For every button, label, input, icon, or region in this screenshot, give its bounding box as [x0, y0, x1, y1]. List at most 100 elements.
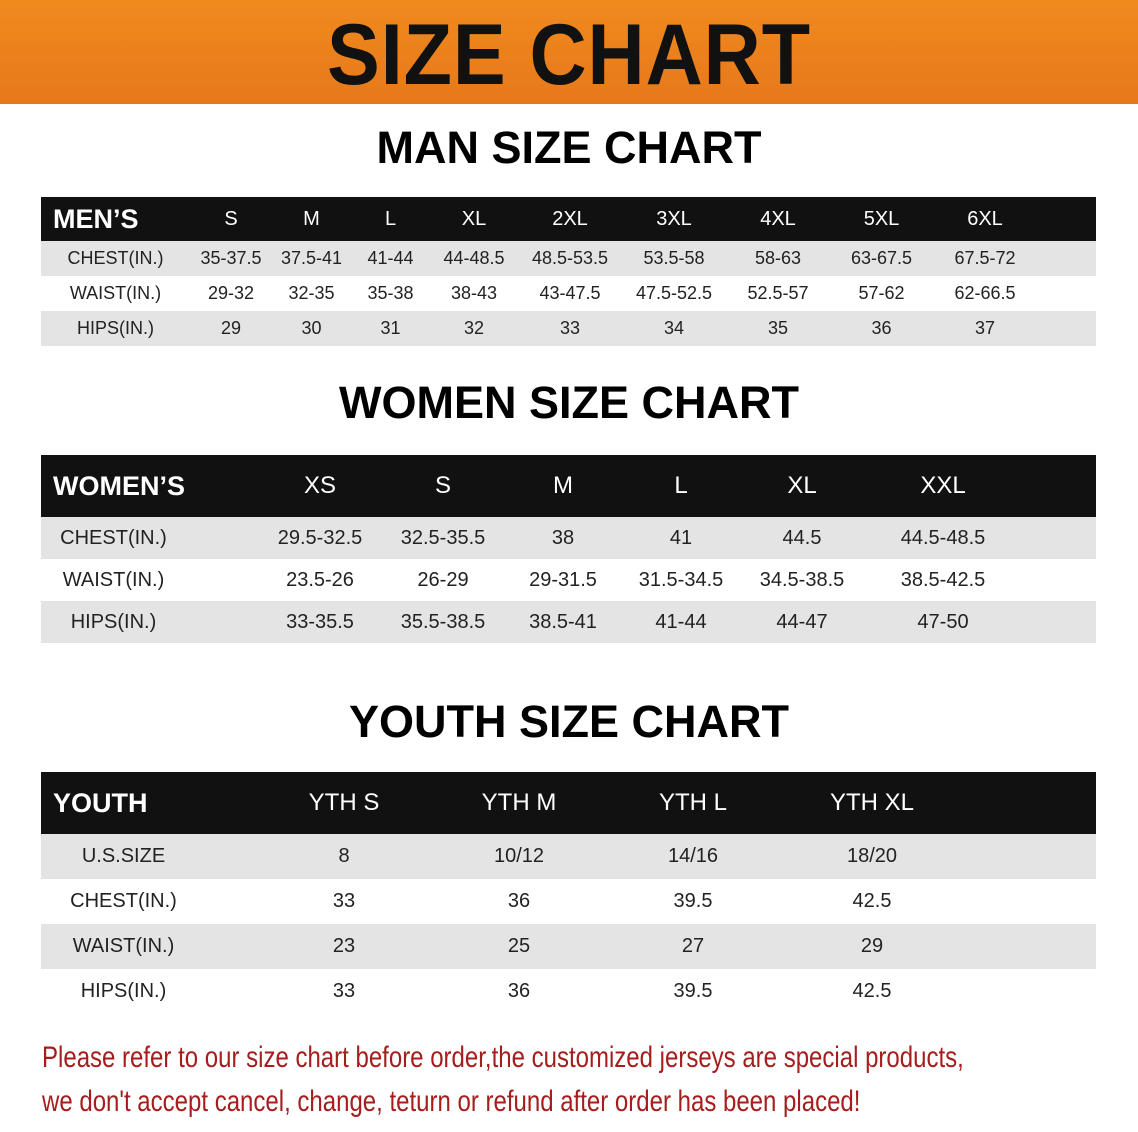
table-cell: 8	[338, 845, 350, 867]
table-cell: 32	[463, 318, 485, 338]
notice-line-1: Please refer to our size chart before or…	[42, 1041, 964, 1074]
row-label: WAIST(IN.)	[62, 568, 165, 591]
size-column-header: L	[674, 472, 688, 499]
order-notice: Please refer to our size chart before or…	[42, 1036, 1130, 1124]
row-label: WAIST(IN.)	[72, 935, 175, 957]
size-column-header: S	[224, 207, 238, 230]
table-cell: 42.5	[852, 980, 892, 1002]
table-header-label: WOMEN’S	[53, 470, 185, 501]
size-column-header: 2XL	[552, 207, 588, 230]
table-cell: 36	[871, 318, 892, 338]
table-cell: 18/20	[846, 845, 898, 867]
size-column-header: S	[434, 472, 451, 499]
size-column-header: XL	[461, 207, 487, 230]
table-cell: 35	[767, 318, 789, 338]
table-cell: 37.5-41	[280, 248, 343, 268]
size-column-header: YTH XL	[829, 789, 915, 816]
table-cell: 37	[974, 318, 996, 338]
row-label: HIPS(IN.)	[76, 318, 154, 338]
table-cell: 41-44	[655, 610, 707, 633]
table-cell: 25	[507, 935, 531, 957]
table-cell: 33-35.5	[286, 610, 354, 633]
size-column-header: M	[553, 472, 573, 499]
table-cell: 63-67.5	[850, 248, 913, 268]
size-column-header: XXL	[920, 472, 966, 499]
size-column-header: 6XL	[967, 207, 1003, 230]
table-row: HIPS(IN.) 29 30 31 32 33 34 35 36 37	[41, 311, 1096, 346]
table-cell: 35-38	[367, 283, 414, 303]
table-cell: 41	[669, 526, 693, 549]
table-header-row: YOUTH YTH S YTH M YTH L YTH XL	[41, 772, 1096, 834]
table-cell: 35-37.5	[200, 248, 262, 268]
table-cell: 38-43	[450, 283, 498, 303]
women-size-table: WOMEN’S XS S M L XL XXL CHEST(IN.) 29.5-32.5 32.5…	[41, 455, 1096, 643]
table-row: WAIST(IN.) 23 25 27 29	[41, 924, 1096, 969]
table-header-label: YOUTH	[53, 787, 148, 818]
table-cell: 57-62	[858, 283, 905, 303]
notice-line-2: we don't accept cancel, change, teturn o…	[42, 1085, 861, 1118]
table-cell: 23.5-26	[286, 568, 354, 591]
table-header-label: MEN’S	[53, 203, 139, 234]
size-column-header: 5XL	[863, 207, 900, 230]
table-cell: 29	[220, 318, 242, 338]
table-cell: 31	[380, 318, 401, 338]
table-row: HIPS(IN.) 33 36 39.5 42.5	[41, 969, 1096, 1014]
size-column-header: 3XL	[656, 207, 692, 230]
size-column-header: YTH M	[481, 789, 557, 816]
table-row: CHEST(IN.) 35-37.5 37.5-41 41-44 44-48.5 48.5…	[41, 241, 1096, 276]
table-cell: 44.5-48.5	[900, 526, 986, 549]
row-label: HIPS(IN.)	[80, 980, 167, 1002]
row-label: HIPS(IN.)	[70, 610, 157, 633]
table-cell: 38	[551, 526, 575, 549]
table-cell: 33	[559, 318, 581, 338]
youth-section-title: YOUTH SIZE CHART	[348, 696, 789, 747]
table-cell: 23	[332, 935, 356, 957]
size-column-header: YTH S	[308, 789, 380, 816]
table-cell: 52.5-57	[747, 283, 809, 303]
table-cell: 26-29	[417, 568, 469, 591]
table-cell: 35.5-38.5	[400, 610, 486, 633]
row-label: WAIST(IN.)	[69, 283, 162, 303]
table-cell: 36	[507, 980, 531, 1002]
table-cell: 30	[301, 318, 322, 338]
table-cell: 32-35	[288, 283, 335, 303]
table-cell: 43-47.5	[539, 283, 601, 303]
table-cell: 14/16	[667, 845, 719, 867]
table-cell: 33	[332, 890, 356, 912]
table-cell: 47-50	[917, 610, 969, 633]
table-cell: 44-47	[776, 610, 828, 633]
table-row: WAIST(IN.) 29-32 32-35 35-38 38-43 43-47.5 47.…	[41, 276, 1096, 311]
table-cell: 44.5	[782, 526, 822, 549]
size-column-header: XS	[303, 472, 336, 499]
table-cell: 27	[681, 935, 705, 957]
table-cell: 29-32	[207, 283, 255, 303]
table-row: U.S.SIZE 8 10/12 14/16 18/20	[41, 834, 1096, 879]
table-cell: 53.5-58	[643, 248, 705, 268]
table-cell: 31.5-34.5	[638, 568, 724, 591]
table-cell: 29-31.5	[529, 568, 597, 591]
title-banner: SIZE CHART	[0, 0, 1138, 104]
row-label: CHEST(IN.)	[67, 248, 164, 268]
size-column-header: M	[303, 207, 320, 230]
table-row: HIPS(IN.) 33-35.5 35.5-38.5 38.5-41 41-44 44-…	[41, 601, 1096, 643]
table-cell: 62-66.5	[954, 283, 1016, 303]
men-section-title: MAN SIZE CHART	[376, 122, 762, 173]
table-cell: 42.5	[852, 890, 892, 912]
table-cell: 32.5-35.5	[400, 526, 486, 549]
table-cell: 58-63	[754, 248, 802, 268]
row-label: CHEST(IN.)	[70, 890, 177, 912]
table-cell: 67.5-72	[954, 248, 1016, 268]
row-label: CHEST(IN.)	[60, 526, 167, 549]
table-header-row: MEN’S S M L XL 2XL 3XL 4XL 5XL 6XL	[41, 197, 1096, 241]
size-column-header: L	[384, 207, 397, 230]
table-cell: 39.5	[673, 980, 713, 1002]
men-size-table: MEN’S S M L XL 2XL 3XL 4XL 5XL 6XL CHEST(IN.) 35-37…	[41, 197, 1096, 346]
table-cell: 33	[332, 980, 356, 1002]
table-row: CHEST(IN.) 33 36 39.5 42.5	[41, 879, 1096, 924]
table-header-row: WOMEN’S XS S M L XL XXL	[41, 455, 1096, 517]
size-column-header: YTH L	[658, 789, 727, 816]
table-cell: 47.5-52.5	[635, 283, 713, 303]
table-cell: 38.5-42.5	[900, 568, 986, 591]
banner-title: SIZE CHART	[327, 7, 811, 103]
